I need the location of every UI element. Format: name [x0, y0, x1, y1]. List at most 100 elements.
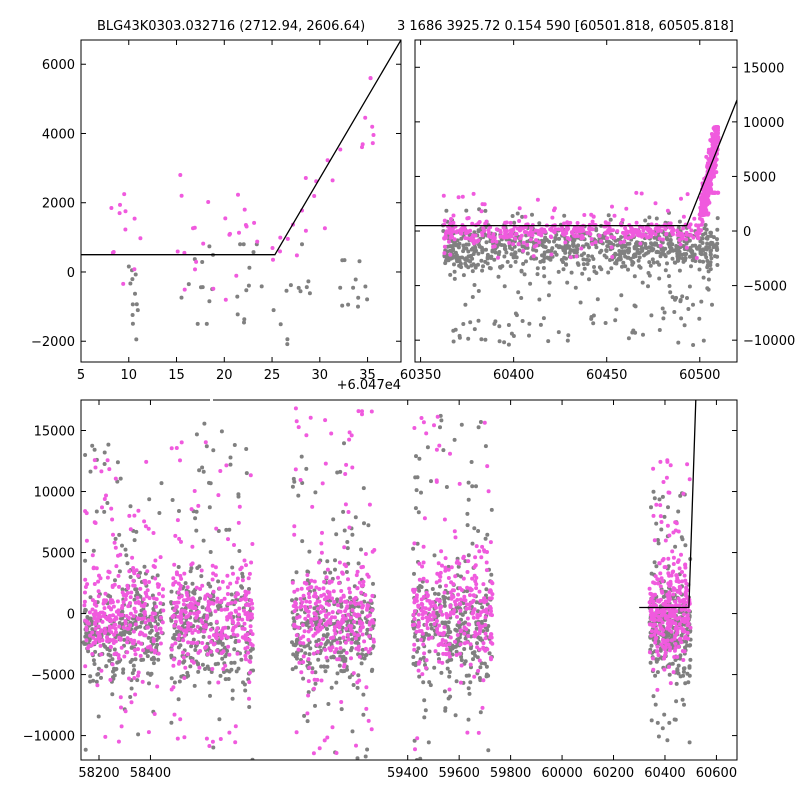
gray-data-point — [459, 574, 463, 579]
x-tick-label: 30 — [312, 368, 329, 383]
magenta-data-point — [93, 622, 98, 626]
gray-data-point — [438, 413, 443, 418]
magenta-data-point — [442, 630, 446, 635]
magenta-data-point — [131, 566, 136, 570]
magenta-data-point — [120, 613, 125, 617]
magenta-data-point — [698, 212, 703, 217]
magenta-data-point — [421, 576, 426, 581]
gray-data-point — [306, 690, 311, 695]
magenta-data-point — [462, 594, 467, 599]
gray-data-point — [666, 241, 671, 246]
gray-data-point — [478, 420, 483, 424]
gray-data-point — [702, 226, 707, 231]
magenta-data-point — [457, 601, 462, 606]
magenta-data-point — [612, 213, 617, 218]
magenta-data-point — [301, 654, 306, 659]
magenta-data-point — [171, 576, 176, 581]
gray-data-point — [706, 277, 711, 282]
magenta-data-point — [181, 602, 186, 607]
magenta-data-point — [208, 627, 213, 632]
gray-data-point — [319, 664, 324, 669]
bottom-plot-area — [81, 406, 693, 760]
magenta-data-point — [673, 520, 678, 525]
gray-data-point — [552, 239, 556, 244]
magenta-data-point — [178, 626, 183, 631]
gray-data-point — [485, 255, 490, 260]
magenta-data-point — [352, 619, 357, 624]
magenta-data-point — [482, 600, 487, 605]
gray-data-point — [128, 281, 133, 286]
magenta-data-point — [367, 634, 372, 639]
magenta-data-point — [585, 230, 590, 235]
magenta-data-point — [623, 235, 628, 240]
magenta-data-point — [312, 579, 317, 584]
magenta-data-point — [331, 635, 336, 640]
magenta-data-point — [655, 644, 660, 649]
magenta-data-point — [556, 227, 561, 232]
magenta-data-point — [325, 158, 330, 163]
magenta-data-point — [308, 604, 313, 609]
gray-data-point — [480, 268, 485, 273]
gray-data-point — [417, 588, 422, 593]
magenta-data-point — [309, 617, 313, 622]
magenta-data-point — [624, 229, 629, 234]
gray-data-point — [709, 240, 714, 245]
gray-data-point — [465, 589, 470, 594]
magenta-data-point — [306, 679, 311, 684]
gray-data-point — [130, 313, 135, 317]
magenta-data-point — [339, 596, 344, 601]
gray-data-point — [335, 671, 340, 676]
magenta-data-point — [439, 604, 444, 609]
magenta-data-point — [182, 571, 187, 576]
gray-data-point — [432, 553, 437, 558]
magenta-data-point — [322, 608, 327, 613]
gray-data-point — [313, 670, 318, 675]
magenta-data-point — [424, 666, 428, 670]
magenta-data-point — [321, 637, 325, 641]
magenta-data-point — [146, 618, 151, 623]
gray-data-point — [207, 505, 212, 510]
magenta-data-point — [105, 575, 110, 580]
magenta-data-point — [508, 220, 513, 225]
gray-data-point — [687, 284, 692, 289]
magenta-data-point — [425, 626, 430, 631]
magenta-data-point — [270, 246, 275, 250]
gray-data-point — [655, 720, 660, 725]
gray-data-point — [288, 283, 293, 288]
magenta-data-point — [442, 590, 447, 595]
magenta-data-point — [94, 617, 99, 622]
gray-data-point — [244, 447, 249, 451]
magenta-data-point — [189, 507, 194, 512]
gray-data-point — [446, 630, 451, 635]
magenta-data-point — [360, 409, 364, 414]
gray-data-point — [302, 644, 307, 649]
magenta-data-point — [471, 593, 476, 598]
gray-data-point — [371, 644, 376, 649]
magenta-data-point — [325, 735, 330, 740]
gray-data-point — [519, 269, 524, 274]
gray-data-point — [687, 673, 692, 678]
magenta-data-point — [206, 599, 211, 604]
magenta-data-point — [365, 607, 369, 612]
magenta-data-point — [324, 655, 329, 660]
magenta-data-point — [240, 617, 245, 622]
magenta-data-point — [206, 605, 211, 610]
gray-data-point — [413, 663, 418, 668]
magenta-data-point — [125, 640, 130, 645]
magenta-data-point — [677, 622, 682, 627]
gray-data-point — [655, 260, 660, 265]
magenta-data-point — [649, 234, 654, 239]
gray-data-point — [220, 642, 225, 647]
magenta-data-point — [343, 502, 348, 507]
gray-data-point — [523, 245, 528, 250]
magenta-data-point — [347, 590, 352, 595]
magenta-data-point — [138, 653, 143, 658]
magenta-data-point — [248, 612, 253, 617]
magenta-data-point — [182, 676, 187, 680]
magenta-data-point — [109, 206, 114, 210]
gray-data-point — [104, 664, 109, 669]
gray-data-point — [250, 757, 255, 760]
gray-data-point — [676, 663, 681, 668]
magenta-data-point — [303, 176, 308, 180]
magenta-data-point — [432, 423, 436, 428]
